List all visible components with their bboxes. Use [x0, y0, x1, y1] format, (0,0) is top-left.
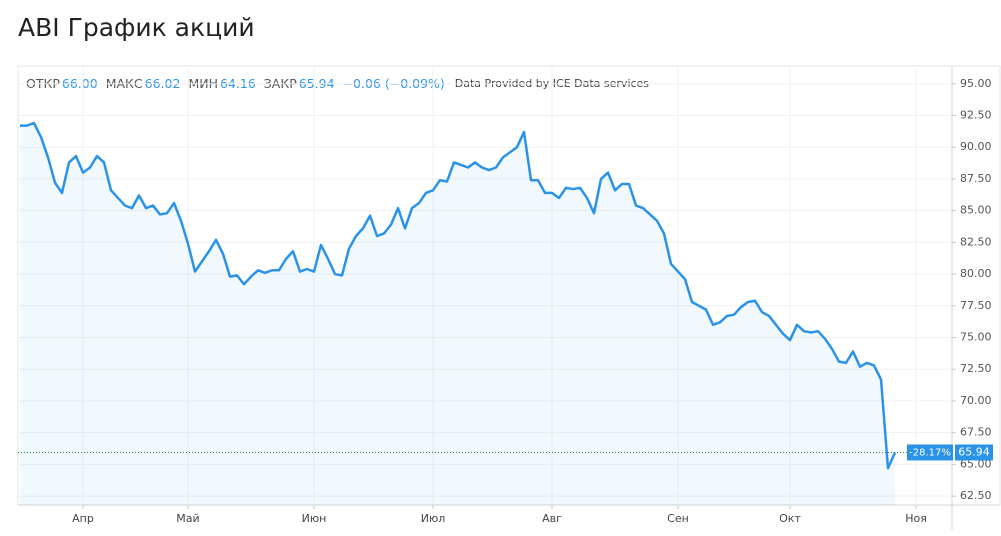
x-tick-label: Окт — [779, 512, 801, 525]
x-tick-label: Июн — [302, 512, 327, 525]
stat-label: МИН — [188, 76, 218, 91]
y-tick-label: 90.00 — [960, 140, 992, 153]
x-tick-label: Авг — [542, 512, 562, 525]
change-badge — [907, 444, 953, 461]
change-pct: -28.17% — [909, 447, 951, 458]
stat-label: МАКС — [106, 76, 143, 91]
stat-change: −0.06 (−0.09%) — [343, 76, 445, 91]
x-tick-label: Май — [176, 512, 199, 525]
y-tick-label: 92.50 — [960, 108, 992, 121]
stat-value: 65.94 — [299, 76, 335, 91]
y-tick-label: 67.50 — [960, 426, 992, 439]
stat-value: 66.00 — [62, 76, 98, 91]
price-line — [20, 121, 897, 470]
x-tick-label: Июл — [421, 512, 446, 525]
y-tick-label: 70.00 — [960, 394, 992, 407]
plot-frame — [17, 65, 1001, 506]
y-tick-label: 85.00 — [960, 204, 992, 217]
y-tick-label: 82.50 — [960, 235, 992, 248]
x-tick-label: Апр — [72, 512, 94, 525]
y-tick-label: 72.50 — [960, 362, 992, 375]
price-badge — [955, 444, 993, 461]
x-tick-label: Ноя — [905, 512, 927, 525]
y-tick-label: 87.50 — [960, 172, 992, 185]
y-tick-label: 95.00 — [960, 77, 992, 90]
stat-value: 66.02 — [145, 76, 181, 91]
x-tick-label: Сен — [667, 512, 689, 525]
stat-value: 64.16 — [220, 76, 256, 91]
stat-label: ЗАКР — [264, 76, 297, 91]
page-title: ABI График акций — [18, 13, 255, 42]
stat-label: ОТКР — [26, 76, 60, 91]
y-tick-label: 62.50 — [960, 489, 992, 502]
area — [20, 123, 895, 506]
y-tick-label: 75.00 — [960, 331, 992, 344]
last-price: 65.94 — [958, 445, 990, 458]
y-tick-label: 80.00 — [960, 267, 992, 280]
y-tick-label: 65.00 — [960, 457, 992, 470]
y-tick-label: 77.50 — [960, 299, 992, 312]
